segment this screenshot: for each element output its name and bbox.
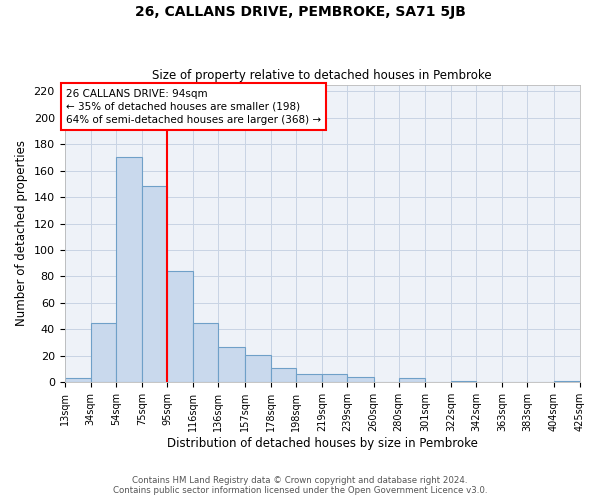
Y-axis label: Number of detached properties: Number of detached properties [15,140,28,326]
Bar [193,323,218,382]
Text: Contains HM Land Registry data © Crown copyright and database right 2024.
Contai: Contains HM Land Registry data © Crown c… [113,476,487,495]
Bar [554,381,580,382]
X-axis label: Distribution of detached houses by size in Pembroke: Distribution of detached houses by size … [167,437,478,450]
Bar [167,271,193,382]
Bar [91,323,116,382]
Text: 26, CALLANS DRIVE, PEMBROKE, SA71 5JB: 26, CALLANS DRIVE, PEMBROKE, SA71 5JB [134,5,466,19]
Bar [271,368,296,382]
Bar [347,377,374,382]
Title: Size of property relative to detached houses in Pembroke: Size of property relative to detached ho… [152,69,492,82]
Bar [322,374,347,382]
Bar [296,374,322,382]
Text: 26 CALLANS DRIVE: 94sqm
← 35% of detached houses are smaller (198)
64% of semi-d: 26 CALLANS DRIVE: 94sqm ← 35% of detache… [66,88,321,125]
Bar [65,378,91,382]
Bar [398,378,425,382]
Bar [142,186,167,382]
Bar [218,346,245,382]
Bar [245,354,271,382]
Bar [451,381,476,382]
Bar [116,158,142,382]
